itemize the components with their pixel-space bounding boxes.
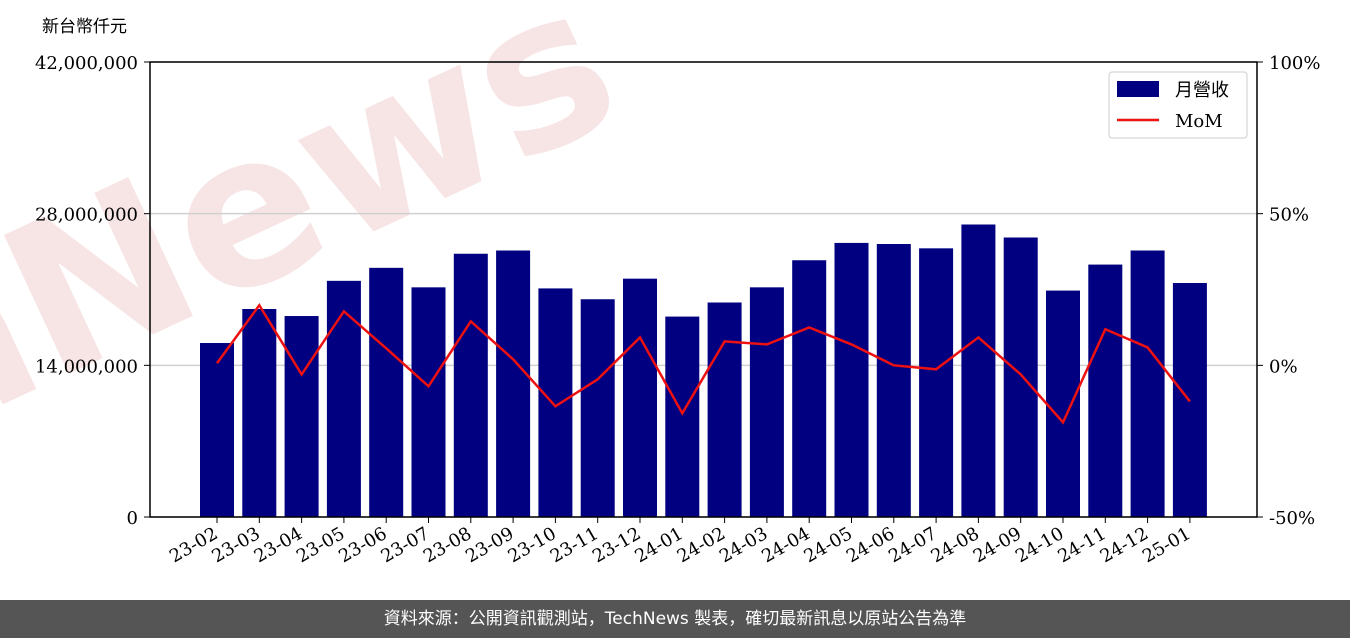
bar — [538, 288, 573, 517]
y2-tick-label: -50% — [1269, 508, 1315, 529]
bar — [792, 260, 827, 517]
bar — [1130, 250, 1165, 517]
y-axis-label: 新台幣仟元 — [42, 17, 127, 37]
y2-tick-label: 50% — [1269, 205, 1309, 226]
chart: TechNews 新台幣仟元 014,000,00028,000,00042,0… — [0, 0, 1320, 638]
y-tick-label: 28,000,000 — [35, 205, 138, 226]
bar — [496, 250, 531, 517]
bar — [1088, 264, 1123, 517]
bar — [242, 309, 277, 517]
line — [215, 303, 1191, 425]
bar — [834, 242, 869, 517]
y-tick-label: 14,000,000 — [35, 356, 138, 377]
bar — [284, 316, 319, 517]
bar — [200, 343, 234, 517]
bar — [580, 299, 615, 517]
y-tick-label: 0 — [127, 508, 138, 529]
bar — [453, 253, 488, 517]
y2-tick-label: 100% — [1269, 53, 1320, 74]
bar — [411, 287, 446, 517]
legend-label: MoM — [1175, 111, 1223, 132]
legend-swatch — [1117, 81, 1159, 97]
bar — [369, 267, 404, 517]
bar — [665, 316, 700, 517]
plot-frame — [149, 61, 1258, 518]
bar — [919, 248, 954, 518]
bar — [326, 280, 361, 517]
footer: 資料來源：公開資訊觀測站，TechNews 製表，確切最新訊息以原站公告為準 — [0, 600, 1350, 638]
y-tick-label: 42,000,000 — [35, 53, 138, 74]
bar — [749, 287, 784, 517]
bar — [876, 244, 911, 517]
bar — [961, 224, 996, 517]
bar — [1046, 290, 1080, 517]
y2-tick-label: 0% — [1269, 356, 1298, 377]
bar — [1003, 237, 1038, 517]
bar — [707, 302, 742, 517]
bar — [623, 278, 657, 517]
x-tick-label: 25-01 — [1139, 523, 1194, 567]
legend-label: 月營收 — [1175, 80, 1229, 101]
